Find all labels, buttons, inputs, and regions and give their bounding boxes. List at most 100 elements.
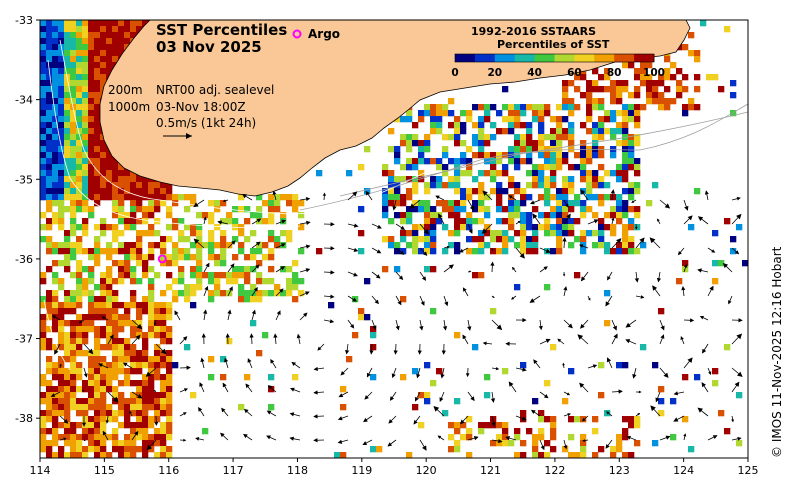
sst-cell <box>82 284 89 291</box>
sst-cell <box>400 140 407 147</box>
sst-cell <box>82 266 89 273</box>
sst-cell <box>148 296 155 303</box>
sst-cell <box>64 38 71 45</box>
sst-cell <box>100 26 107 33</box>
sst-cell <box>718 260 725 267</box>
sst-cell <box>82 446 89 453</box>
sst-cell <box>454 446 461 453</box>
sst-cell <box>52 74 59 81</box>
argo-float-marker[interactable] <box>157 254 167 264</box>
sst-cell <box>70 32 77 39</box>
sst-cell <box>94 452 101 459</box>
sst-cell <box>70 68 77 75</box>
sst-cell <box>244 296 251 303</box>
sst-cell <box>478 140 485 147</box>
sst-cell <box>616 434 623 441</box>
sst-cell <box>130 170 137 177</box>
sst-cell <box>154 314 161 321</box>
sst-cell <box>172 242 179 249</box>
sst-cell <box>82 158 89 165</box>
sst-cell <box>478 242 485 249</box>
sst-cell <box>682 110 689 117</box>
sst-cell <box>568 128 575 135</box>
sst-cell <box>112 230 119 237</box>
sst-cell <box>52 116 59 123</box>
sst-cell <box>208 218 215 225</box>
current-vector-head <box>522 317 527 323</box>
sst-cell <box>82 314 89 321</box>
sst-cell <box>40 98 47 105</box>
sst-cell <box>58 146 65 153</box>
sst-cell <box>622 146 629 153</box>
current-vector-head <box>508 195 513 199</box>
sst-cell <box>88 68 95 75</box>
sst-cell <box>622 86 629 93</box>
sst-cell <box>622 206 629 213</box>
current-vector-head <box>399 250 405 255</box>
sst-cell <box>538 176 545 183</box>
sst-cell <box>538 194 545 201</box>
sst-cell <box>604 86 611 93</box>
sst-cell <box>160 332 167 339</box>
sst-cell <box>418 206 425 213</box>
sst-cell <box>130 194 137 201</box>
sst-cell <box>412 368 419 375</box>
sst-cell <box>76 26 83 33</box>
sst-cell <box>430 230 437 237</box>
sst-cell <box>490 236 497 243</box>
sst-cell <box>130 398 137 405</box>
sst-cell <box>70 224 77 231</box>
sst-cell <box>598 362 605 369</box>
sst-cell <box>76 38 83 45</box>
sst-cell <box>58 194 65 201</box>
sst-cell <box>94 74 101 81</box>
sst-cell <box>70 38 77 45</box>
sst-cell <box>130 410 137 417</box>
sst-cell <box>424 110 431 117</box>
sst-cell <box>658 98 665 105</box>
sst-cell <box>76 260 83 267</box>
sst-cell <box>562 176 569 183</box>
sst-cell <box>406 212 413 219</box>
sst-cell <box>100 224 107 231</box>
sst-cell <box>190 230 197 237</box>
sst-cell <box>622 362 629 369</box>
current-vector-head <box>562 274 566 277</box>
sst-cell <box>70 74 77 81</box>
sst-cell <box>538 104 545 111</box>
current-vector-head <box>579 244 584 248</box>
sst-cell <box>556 164 563 171</box>
sst-cell <box>76 398 83 405</box>
sst-cell <box>472 188 479 195</box>
sst-cell <box>382 266 389 273</box>
current-vector-head <box>638 390 642 394</box>
current-vector-head <box>413 419 418 425</box>
sst-cell <box>220 242 227 249</box>
sst-cell <box>46 50 53 57</box>
sst-cell <box>130 206 137 213</box>
sst-cell <box>436 122 443 129</box>
current-vector-head <box>498 438 503 444</box>
sst-cell <box>592 140 599 147</box>
sst-cell <box>556 230 563 237</box>
sst-cell <box>298 224 305 231</box>
sst-cell <box>514 434 521 441</box>
argo-legend-marker <box>292 29 302 39</box>
sst-cell <box>76 170 83 177</box>
sst-cell <box>268 212 275 219</box>
current-vector-head <box>154 421 159 426</box>
plot-frame <box>39 19 749 459</box>
sst-cell <box>196 212 203 219</box>
sst-cell <box>526 194 533 201</box>
sst-cell <box>100 386 107 393</box>
sst-cell <box>52 182 59 189</box>
sst-cell <box>178 266 185 273</box>
sst-cell <box>52 86 59 93</box>
sst-cell <box>70 452 77 459</box>
sst-cell <box>46 158 53 165</box>
current-vector-head <box>372 325 377 331</box>
sst-cell <box>58 80 65 87</box>
sst-cell <box>46 80 53 87</box>
sst-cell <box>148 302 155 309</box>
sst-cell <box>550 446 557 453</box>
